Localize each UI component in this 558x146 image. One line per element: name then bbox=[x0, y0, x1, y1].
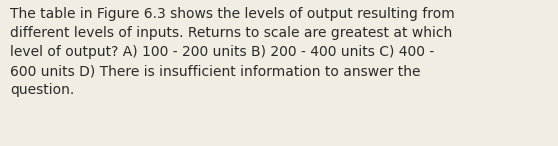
Text: The table in Figure 6.3 shows the levels of output resulting from
different leve: The table in Figure 6.3 shows the levels… bbox=[10, 7, 455, 97]
